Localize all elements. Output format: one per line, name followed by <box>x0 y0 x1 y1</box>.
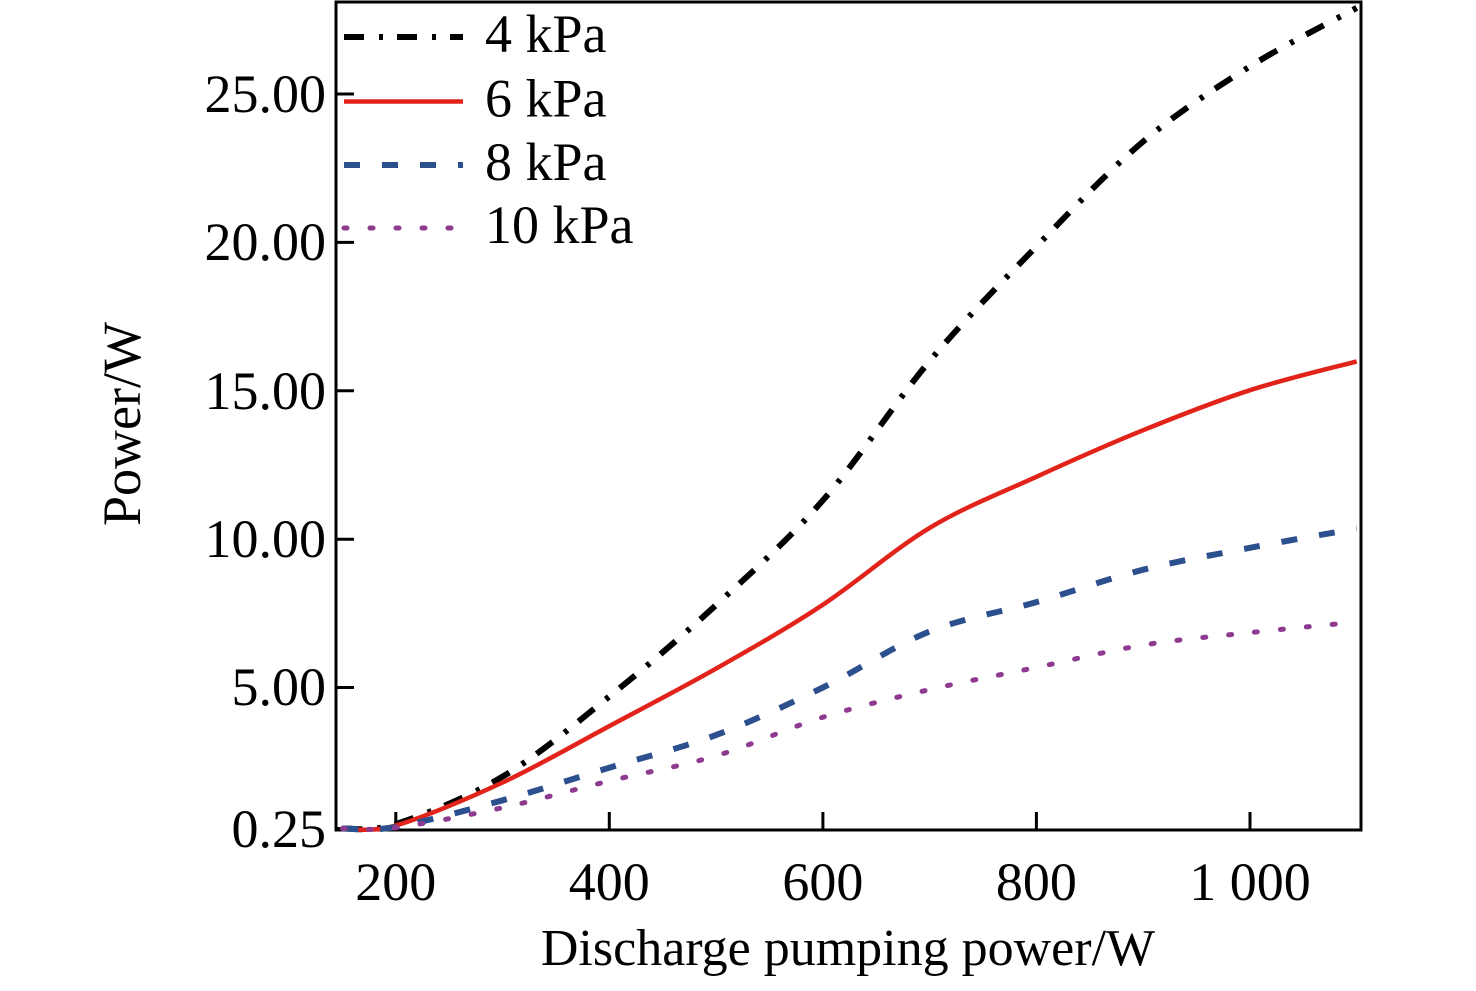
svg-text:10.00: 10.00 <box>205 509 327 569</box>
svg-text:Discharge pumping power/W: Discharge pumping power/W <box>541 920 1155 977</box>
svg-text:800: 800 <box>996 852 1077 912</box>
svg-text:600: 600 <box>782 852 863 912</box>
svg-text:400: 400 <box>569 852 650 912</box>
svg-text:20.00: 20.00 <box>205 212 327 272</box>
svg-text:0.25: 0.25 <box>232 799 327 859</box>
svg-text:200: 200 <box>355 852 436 912</box>
svg-text:5.00: 5.00 <box>232 657 327 717</box>
svg-text:15.00: 15.00 <box>205 361 327 421</box>
svg-text:6 kPa: 6 kPa <box>485 69 607 129</box>
svg-text:25.00: 25.00 <box>205 64 327 124</box>
svg-text:8 kPa: 8 kPa <box>485 132 607 192</box>
svg-text:1 000: 1 000 <box>1189 852 1311 912</box>
svg-text:Power/W: Power/W <box>92 322 152 526</box>
svg-text:4 kPa: 4 kPa <box>485 4 607 64</box>
svg-text:10 kPa: 10 kPa <box>485 195 634 255</box>
